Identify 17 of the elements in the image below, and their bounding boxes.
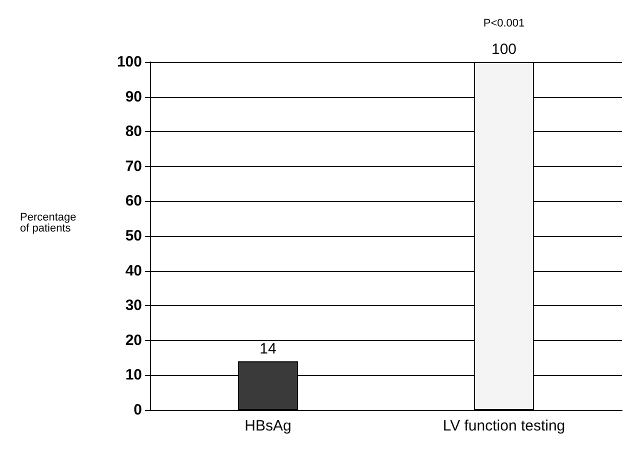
y-tick-label: 100 bbox=[116, 54, 142, 70]
data-label: 100 bbox=[491, 41, 517, 58]
y-axis-title: Percentage of patients bbox=[20, 212, 76, 234]
x-tick-label: HBsAg bbox=[244, 418, 292, 434]
y-tick-label: 40 bbox=[125, 262, 142, 280]
y-tick-label: 60 bbox=[125, 192, 142, 210]
y-tick-label: 70 bbox=[125, 158, 142, 175]
text: P<0.001 bbox=[483, 18, 525, 30]
y-tick-label: 30 bbox=[125, 297, 142, 314]
y-tick-label: 10 bbox=[125, 366, 142, 384]
data-label: 14 bbox=[260, 340, 276, 358]
x-tick-label: LV function testing bbox=[442, 418, 566, 434]
y-tick-label: 0 bbox=[134, 402, 142, 418]
y-tick-label: 80 bbox=[125, 123, 142, 140]
y-tick-label: 90 bbox=[125, 88, 142, 106]
y-tick-label: 50 bbox=[125, 228, 142, 244]
y-tick-label: 20 bbox=[125, 332, 142, 349]
